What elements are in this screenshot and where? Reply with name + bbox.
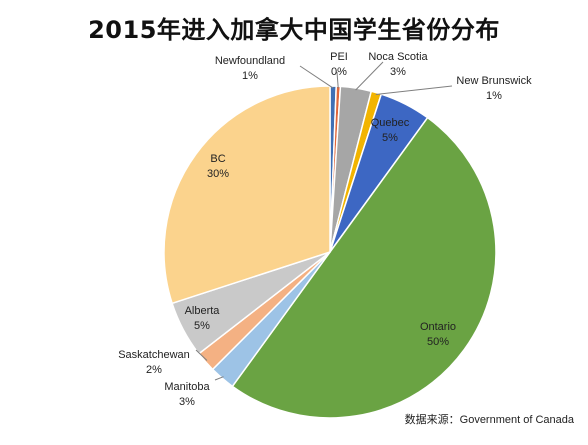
slice-percent-label: 0% <box>331 66 347 78</box>
data-source-note: 数据来源：Government of Canada <box>404 414 574 426</box>
slice-name-label: Saskatchewan <box>118 349 190 361</box>
slice-percent-label: 2% <box>146 364 162 376</box>
pie-slice-bc <box>163 85 331 305</box>
slice-percent-label: 30% <box>207 168 229 180</box>
leader-line-pei <box>336 71 339 89</box>
slice-name-label: BC <box>210 153 225 165</box>
slice-percent-label: 3% <box>179 396 195 408</box>
leader-line-manitoba <box>214 376 224 381</box>
slice-percent-label: 5% <box>382 132 398 144</box>
slice-name-label: Quebec <box>371 117 410 129</box>
slice-name-label: PEI <box>330 51 348 63</box>
leader-line-saskatchewan <box>195 349 208 361</box>
chart-title: 2015年进入加拿大中国学生省份分布 <box>88 16 500 44</box>
slice-percent-label: 1% <box>486 90 502 102</box>
slice-percent-label: 5% <box>194 320 210 332</box>
slice-percent-label: 3% <box>390 66 406 78</box>
slice-labels: Newfoundland 1% PEI 0% Noca Scotia 3% New Brun… <box>118 51 532 408</box>
pie-slices <box>163 85 497 419</box>
slice-name-label: New Brunswick <box>456 75 532 87</box>
leader-line-newfoundland <box>299 65 334 89</box>
leader-line-new-brunswick <box>375 85 453 96</box>
slice-name-label: Ontario <box>420 321 456 333</box>
slice-name-label: Noca Scotia <box>368 51 428 63</box>
slice-percent-label: 1% <box>242 70 258 82</box>
leader-line-noca-scotia <box>355 61 384 91</box>
slice-name-label: Newfoundland <box>215 55 285 67</box>
slice-name-label: Manitoba <box>164 381 210 393</box>
leader-lines <box>195 61 453 381</box>
pie-slice-ontario <box>231 116 497 419</box>
slice-name-label: Alberta <box>185 305 221 317</box>
slice-percent-label: 50% <box>427 336 449 348</box>
